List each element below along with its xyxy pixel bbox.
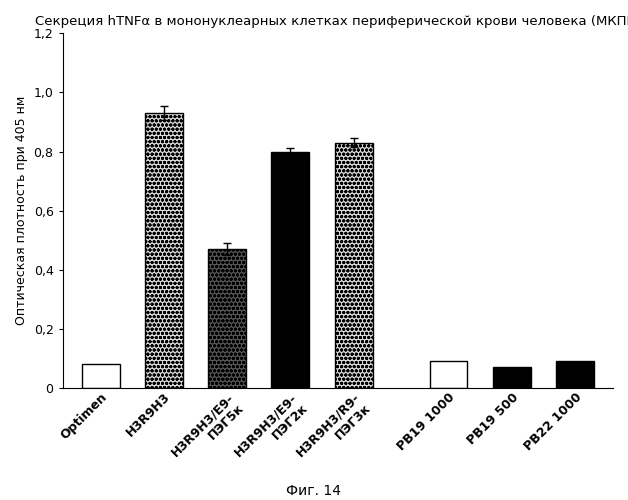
- Bar: [493, 367, 531, 388]
- Bar: [208, 249, 246, 388]
- Bar: [145, 113, 183, 388]
- Bar: [271, 152, 310, 388]
- Bar: [430, 362, 467, 388]
- Bar: [82, 364, 119, 388]
- Title: Секреция hTNFα в мононуклеарных клетках периферической крови человека (МКПК): Секреция hTNFα в мононуклеарных клетках …: [35, 15, 628, 28]
- Text: Фиг. 14: Фиг. 14: [286, 484, 342, 498]
- Bar: [335, 142, 372, 388]
- Y-axis label: Оптическая плотность при 405 нм: Оптическая плотность при 405 нм: [15, 96, 28, 326]
- Bar: [556, 362, 594, 388]
